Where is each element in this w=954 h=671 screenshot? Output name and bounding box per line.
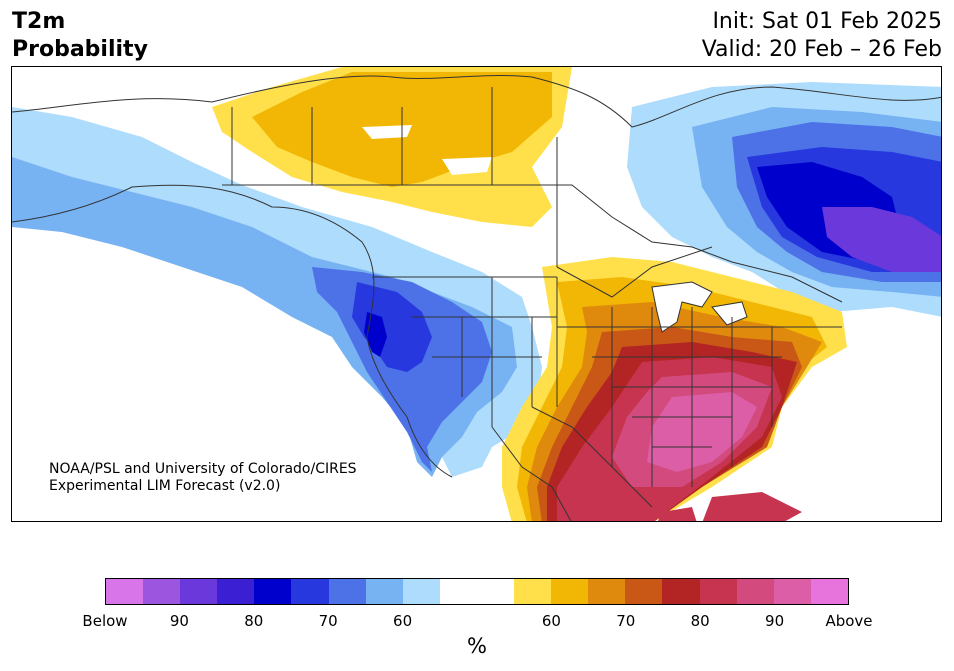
colorbar-segment [254,579,292,604]
colorbar-tick-label: 80 [690,612,710,630]
colorbar-tick-label: Below [82,612,128,630]
colorbar-segment [699,579,737,604]
above-region-mexico-south [657,507,697,521]
valid-date: Valid: 20 Feb – 26 Feb [701,37,942,62]
probability-map [11,66,942,522]
colorbar-segment [291,579,329,604]
colorbar-tick-label: Above [825,612,873,630]
above-region-95-south [647,392,757,472]
colorbar [105,578,849,605]
colorbar-segment [402,579,440,604]
title-line-1: T2m [12,9,66,34]
colorbar-segment [476,579,515,604]
init-date: Init: Sat 01 Feb 2025 [712,9,942,34]
credit-line-1: NOAA/PSL and University of Colorado/CIRE… [49,461,357,477]
colorbar-segment [143,579,181,604]
colorbar-unit-label: % [467,634,487,658]
colorbar-segment [736,579,774,604]
colorbar-segment [106,579,144,604]
below-region-90-east [822,207,941,272]
colorbar-tick-label: 90 [765,612,785,630]
boundaries [12,75,941,521]
colorbar-tick-label: 70 [318,612,338,630]
colorbar-segment [217,579,255,604]
date-header: Init: Sat 01 Feb 2025 Valid: 20 Feb – 26… [702,8,942,64]
credit-text: NOAA/PSL and University of Colorado/CIRE… [49,461,357,495]
colorbar-segment [328,579,366,604]
colorbar-tick-label: 60 [393,612,413,630]
colorbar-tick-label: 80 [244,612,264,630]
colorbar-tick-label: 60 [541,612,561,630]
colorbar-segment [773,579,811,604]
colorbar-segment [514,579,552,604]
colorbar-segment [365,579,403,604]
colorbar-segment [810,579,848,604]
map-svg [12,67,941,521]
above-region-cuba [702,492,802,521]
colorbar-segment [439,579,477,604]
colorbar-tick-label: 90 [169,612,189,630]
colorbar-segment [180,579,218,604]
hudson-bay-ice [362,125,492,175]
credit-line-2: Experimental LIM Forecast (v2.0) [49,478,281,494]
colorbar-segment [551,579,589,604]
colorbar-tick-label: 70 [616,612,636,630]
title-line-2: Probability [12,37,148,62]
colorbar-segment [662,579,700,604]
colorbar-segment [625,579,663,604]
colorbar-segment [588,579,626,604]
great-lakes [651,281,748,333]
chart-title: T2m Probability [12,8,148,64]
